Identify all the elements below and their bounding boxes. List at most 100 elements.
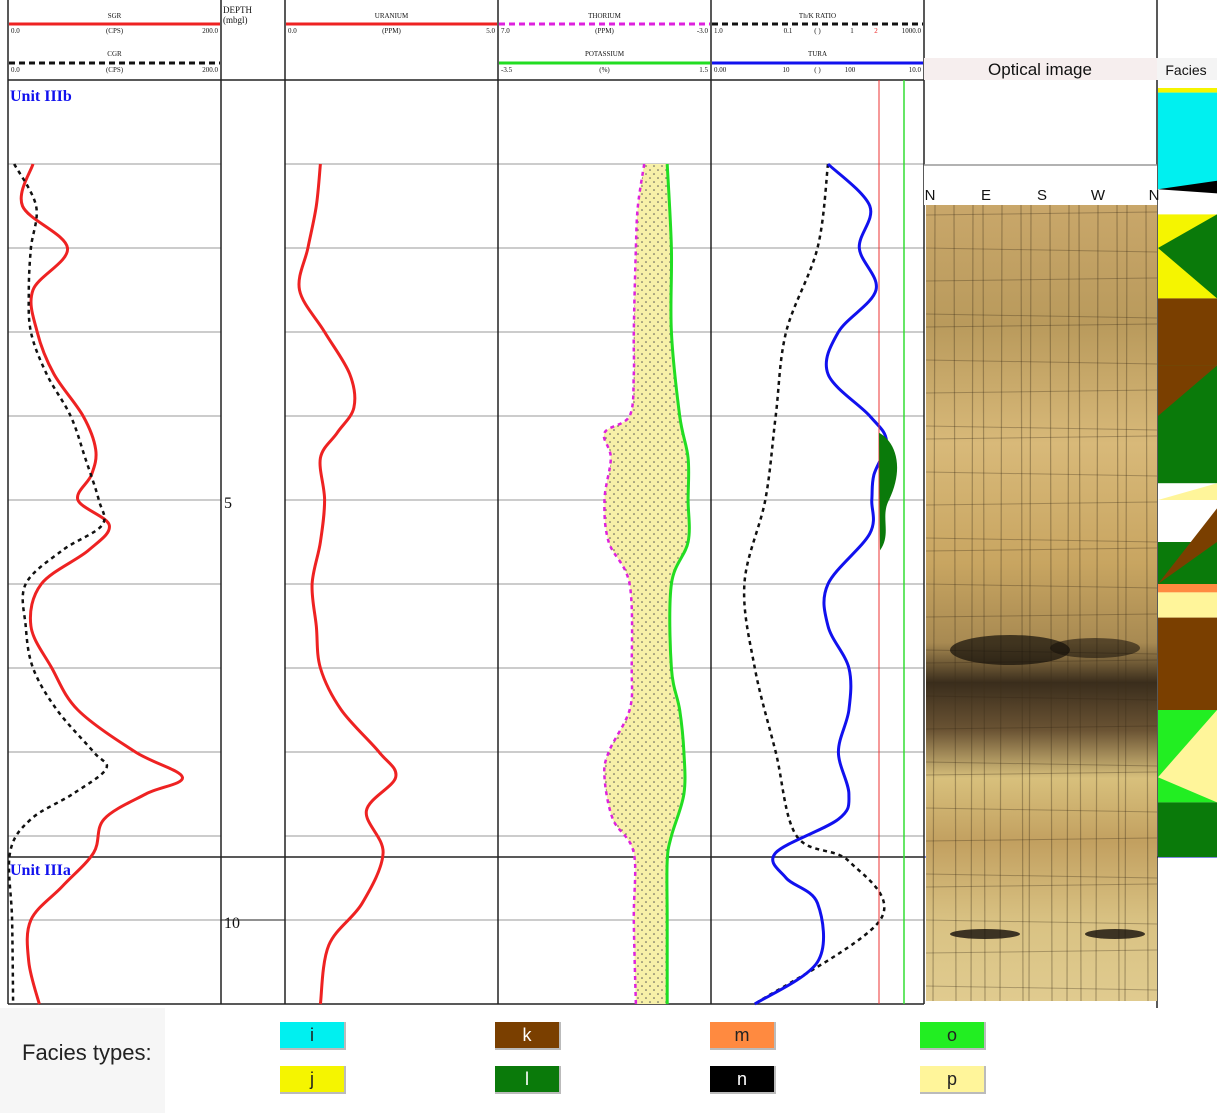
curve-potassium	[665, 163, 691, 1004]
depth-tick-label: 5	[224, 495, 232, 512]
core-bedding-line	[925, 247, 1158, 253]
header-min-label: -3.5	[501, 66, 513, 74]
header-unit-label: (PPM)	[595, 27, 614, 35]
curve-uranium	[297, 163, 398, 1005]
facies-swatch-k: k	[495, 1022, 561, 1050]
header-curve-name: Th/K RATIO	[799, 12, 836, 20]
core-bedding-line	[925, 771, 1158, 776]
header-unit-label: ( )	[814, 66, 821, 74]
ratio-green-fill	[879, 432, 898, 551]
facies-interval	[1158, 617, 1217, 710]
header-curve-name: URANIUM	[375, 12, 409, 20]
header-min-label: 0.0	[11, 27, 20, 35]
header-unit-label: ( )	[814, 27, 821, 35]
header-max-label: 5.0	[486, 27, 495, 35]
facies-interval	[1158, 592, 1217, 618]
core-dark-band	[1050, 638, 1140, 658]
core-fracture-line	[1145, 204, 1149, 1002]
core-bedding-line	[925, 323, 1158, 328]
compass-label: N	[1149, 187, 1160, 204]
header-unit-label: (%)	[599, 66, 610, 74]
core-fracture-line	[970, 204, 974, 1002]
facies-swatch-n: n	[710, 1066, 776, 1094]
header-curve-name: CGR	[107, 50, 122, 58]
header-max-label: 1000.0	[902, 27, 922, 35]
core-bedding-line	[925, 985, 1158, 991]
unit-label: Unit IIIa	[10, 862, 71, 879]
compass-label: S	[1037, 187, 1047, 204]
facies-wedge	[1158, 180, 1217, 194]
facies-wedge	[1158, 483, 1217, 500]
core-fracture-line	[982, 204, 986, 1002]
tura-tick-label: 10	[783, 66, 791, 74]
header-min-label: 0.0	[288, 27, 297, 35]
core-bedding-line	[925, 583, 1158, 589]
core-fracture-line	[1095, 204, 1099, 1002]
core-dark-band	[950, 635, 1070, 665]
core-dark-band	[1085, 929, 1145, 939]
header-unit-label: (CPS)	[106, 66, 124, 74]
legend-title: Facies types:	[22, 1040, 152, 1065]
optical-image-core	[926, 205, 1157, 1001]
core-fracture-line	[999, 204, 1003, 1002]
core-bedding-line	[925, 425, 1158, 431]
core-bedding-line	[925, 837, 1158, 842]
core-bedding-line	[925, 873, 1158, 879]
well-log-chart: SGR 0.0 200.0 (CPS) CGR 0.0 200.0 (CPS) URANIUM 0…	[7, 0, 1217, 1008]
compass-label: E	[981, 187, 991, 204]
header-min-label: 1.0	[714, 27, 723, 35]
core-bedding-line	[925, 277, 1158, 282]
legend-background	[0, 1008, 165, 1113]
core-bedding-line	[925, 471, 1158, 477]
facies-wedge	[1158, 710, 1217, 803]
core-bedding-line	[925, 725, 1158, 730]
facies-wedge	[1158, 214, 1217, 299]
optical-image-title: Optical image	[988, 60, 1092, 79]
curve-tura	[753, 162, 888, 1006]
core-bedding-line	[925, 389, 1158, 394]
core-dark-band	[950, 929, 1020, 939]
core-fracture-line	[1116, 204, 1120, 1002]
facies-interval	[1158, 584, 1217, 593]
core-fracture-line	[1078, 204, 1082, 1002]
header-curve-name: SGR	[108, 12, 122, 20]
core-fracture-line	[1124, 204, 1128, 1002]
header-max-label: 200.0	[202, 66, 218, 74]
core-bedding-line	[925, 761, 1158, 767]
facies-swatch-p: p	[920, 1066, 986, 1094]
header-unit-label: (CPS)	[106, 27, 124, 35]
core-bedding-line	[925, 613, 1158, 618]
facies-interval	[1158, 802, 1217, 857]
core-fracture-line	[1020, 204, 1024, 1002]
compass-label: N	[925, 187, 936, 204]
facies-interval	[1158, 88, 1217, 93]
tura-tick-label: 100	[845, 66, 856, 74]
curve-cgr	[7, 163, 109, 1005]
facies-interval	[1158, 92, 1217, 190]
core-bedding-line	[925, 919, 1158, 925]
compass-label: W	[1091, 187, 1106, 204]
core-fracture-line	[932, 204, 936, 1002]
optical-image-header-bg	[924, 58, 1157, 80]
facies-swatch-j: j	[280, 1066, 346, 1094]
compass-band	[924, 165, 1157, 205]
facies-swatch-m: m	[710, 1022, 776, 1050]
facies-column-title: Facies	[1165, 62, 1206, 78]
core-bedding-line	[925, 949, 1158, 954]
facies-header-bg	[1157, 58, 1217, 80]
core-bedding-line	[925, 359, 1158, 365]
core-bedding-line	[925, 313, 1158, 319]
core-bedding-line	[925, 807, 1158, 813]
core-fracture-line	[953, 204, 957, 1002]
facies-swatch-i: i	[280, 1022, 346, 1050]
ratio-tick-label: 1	[850, 27, 854, 35]
facies-wedge	[1158, 508, 1217, 584]
header-curve-name: TURA	[808, 50, 827, 58]
header-max-label: 200.0	[202, 27, 218, 35]
header-max-label: 10.0	[909, 66, 922, 74]
depth-axis-label: DEPTH	[223, 5, 253, 15]
core-fracture-line	[1049, 204, 1053, 1002]
depth-axis-label: (mbgl)	[223, 15, 248, 25]
header-curve-name: POTASSIUM	[585, 50, 625, 58]
